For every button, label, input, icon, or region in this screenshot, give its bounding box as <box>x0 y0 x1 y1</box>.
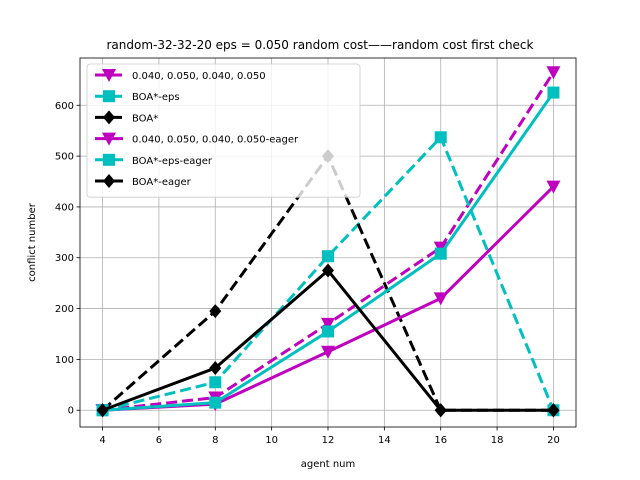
x-axis-label: agent num <box>301 459 355 470</box>
data-point-marker <box>434 247 447 260</box>
y-tick-label: 0 <box>68 406 74 417</box>
legend-entry: BOA*-eps-eager <box>95 153 213 167</box>
data-point-marker <box>322 263 334 278</box>
data-point-marker <box>321 317 335 331</box>
legend: 0.040, 0.050, 0.040, 0.050 BOA*-eps BOA* 0.… <box>86 63 361 198</box>
data-point-marker <box>322 250 334 263</box>
data-point-marker <box>547 86 560 99</box>
x-tick-label: 16 <box>434 435 447 446</box>
y-tick-label: 200 <box>55 304 74 315</box>
series-path <box>102 135 555 412</box>
legend-label: BOA*-eps <box>132 92 180 103</box>
x-tick-label: 18 <box>491 435 504 446</box>
x-tick-label: 4 <box>99 435 105 446</box>
data-point-marker <box>434 131 447 144</box>
y-tick-label: 100 <box>55 355 74 366</box>
legend-label: BOA* <box>132 113 158 124</box>
legend-entry: BOA* <box>95 110 158 125</box>
data-point-marker <box>546 66 561 80</box>
legend-label: BOA*-eager <box>132 177 192 188</box>
x-tick-label: 20 <box>547 435 560 446</box>
legend-swatch-marker <box>102 69 116 82</box>
data-point-marker <box>209 396 222 409</box>
legend-swatch-marker <box>103 153 115 166</box>
legend-swatch-marker <box>103 110 115 125</box>
legend-label: BOA*-eps-eager <box>132 156 213 167</box>
x-tick-label: 10 <box>265 435 278 446</box>
x-tick-label: 8 <box>212 435 218 446</box>
legend-swatch-marker <box>102 132 116 146</box>
data-point-marker <box>209 361 222 376</box>
legend-label: 0.040, 0.050, 0.040, 0.050 <box>132 71 266 82</box>
y-tick-label: 600 <box>55 101 74 112</box>
data-point-marker <box>546 180 561 194</box>
chart-title: random-32-32-20 eps = 0.050 random cost—… <box>107 38 534 52</box>
y-tick-label: 500 <box>55 152 74 163</box>
x-tick-label: 6 <box>156 435 162 446</box>
legend-entry: BOA*-eps <box>95 90 180 103</box>
data-point-marker <box>547 403 560 418</box>
series-line <box>96 263 560 418</box>
legend-label: 0.040, 0.050, 0.040, 0.050-eager <box>132 135 299 146</box>
x-tick-label: 12 <box>322 435 335 446</box>
y-tick-label: 300 <box>55 253 74 264</box>
data-point-marker <box>96 403 109 418</box>
data-point-marker <box>209 304 222 319</box>
data-point-marker <box>321 345 335 359</box>
legend-entry: 0.040, 0.050, 0.040, 0.050 <box>95 69 266 82</box>
legend-entry: BOA*-eager <box>95 174 192 188</box>
data-point-marker <box>433 292 448 306</box>
legend-entry: 0.040, 0.050, 0.040, 0.050-eager <box>95 132 299 146</box>
y-tick-label: 400 <box>55 202 74 213</box>
x-tick-label: 14 <box>378 435 391 446</box>
data-point-marker <box>322 325 334 338</box>
data-point-marker <box>209 376 222 389</box>
y-axis-label: conflict number <box>27 202 38 282</box>
legend-swatch-marker <box>103 174 115 188</box>
data-point-marker <box>434 403 447 418</box>
legend-swatch-marker <box>103 90 115 103</box>
legend-box <box>86 63 361 198</box>
